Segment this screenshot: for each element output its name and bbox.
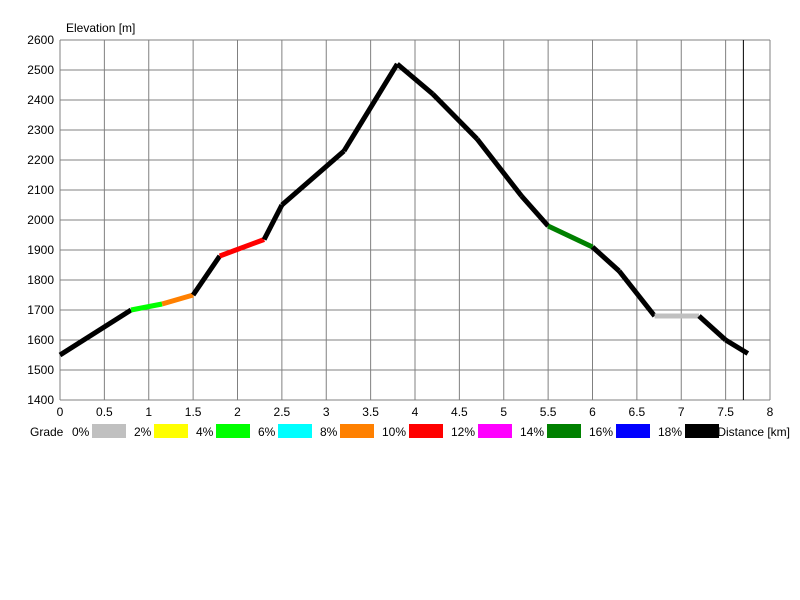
x-tick-label: 5.5 [540,405,557,419]
y-tick-label: 2600 [27,33,54,47]
x-tick-label: 0.5 [96,405,113,419]
legend-pct: 2% [134,425,152,439]
legend-grade-label: Grade [30,425,64,439]
x-tick-label: 3 [323,405,330,419]
legend-pct: 18% [658,425,682,439]
legend-pct: 0% [72,425,90,439]
legend-swatch [616,424,650,438]
y-tick-label: 1600 [27,333,54,347]
legend-pct: 16% [589,425,613,439]
y-tick-label: 2300 [27,123,54,137]
legend-swatch [340,424,374,438]
legend-swatch [409,424,443,438]
x-tick-label: 3.5 [362,405,379,419]
x-tick-label: 5 [500,405,507,419]
legend-swatch [278,424,312,438]
legend-pct: 10% [382,425,406,439]
y-tick-label: 2200 [27,153,54,167]
x-tick-label: 2 [234,405,241,419]
y-tick-label: 1400 [27,393,54,407]
legend-pct: 12% [451,425,475,439]
legend-swatch [478,424,512,438]
x-tick-label: 6.5 [629,405,646,419]
legend-swatch [685,424,719,438]
x-tick-label: 1 [145,405,152,419]
y-tick-label: 2100 [27,183,54,197]
y-tick-label: 1900 [27,243,54,257]
x-tick-label: 0 [57,405,64,419]
x-tick-label: 4 [412,405,419,419]
legend-swatch [547,424,581,438]
y-tick-label: 2400 [27,93,54,107]
x-tick-label: 6 [589,405,596,419]
chart-background [0,0,800,600]
y-tick-label: 1800 [27,273,54,287]
legend-pct: 8% [320,425,338,439]
legend-swatch [154,424,188,438]
y-tick-label: 2000 [27,213,54,227]
x-tick-label: 1.5 [185,405,202,419]
legend-pct: 14% [520,425,544,439]
elevation-profile-chart: 0 0.5 1 1.5 2 2.5 3 3.5 4 4.5 5 5.5 6 6.5 7 7.5 8 1400 150… [0,0,800,600]
x-tick-label: 4.5 [451,405,468,419]
legend-swatch [216,424,250,438]
legend-pct: 6% [258,425,276,439]
legend-pct: 4% [196,425,214,439]
x-tick-label: 2.5 [274,405,291,419]
y-tick-label: 1500 [27,363,54,377]
legend-swatch [92,424,126,438]
x-tick-label: 8 [767,405,774,419]
y-axis-label: Elevation [m] [66,21,135,35]
x-axis-label: Distance [km] [717,425,790,439]
y-tick-label: 2500 [27,63,54,77]
x-tick-label: 7.5 [717,405,734,419]
x-tick-label: 7 [678,405,685,419]
y-tick-label: 1700 [27,303,54,317]
